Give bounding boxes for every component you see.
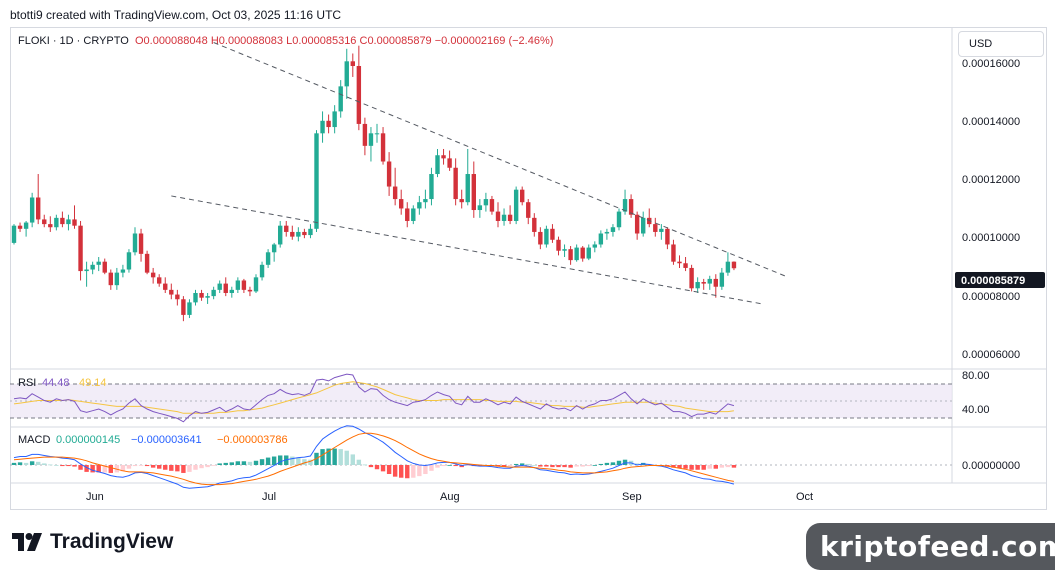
kriptofeed-watermark: kriptofeed.com [806,523,1057,570]
watermark-text: kriptofeed.com [820,530,1057,563]
ohlc-high: H0.000088083 [210,35,284,47]
ohlc-change: −0.000002169 (−2.46%) [434,35,554,47]
chart-frame [10,27,1047,510]
symbol-name: FLOKI · 1D · CRYPTO [18,35,129,47]
chart-credit: btotti9 created with TradingView.com, Oc… [10,8,342,22]
tradingview-logo-text: TradingView [50,530,174,553]
ohlc-close: C0.000085879 [359,35,432,47]
tradingview-logo: TradingView [12,530,173,554]
tradingview-logo-icon [12,533,42,551]
ohlc-open: O0.000088048 [134,35,208,47]
symbol-legend: FLOKI · 1D · CRYPTO O0.000088048 H0.0000… [18,35,553,47]
ohlc-low: L0.000085316 [286,35,357,47]
currency-button[interactable]: USD [958,31,1044,57]
